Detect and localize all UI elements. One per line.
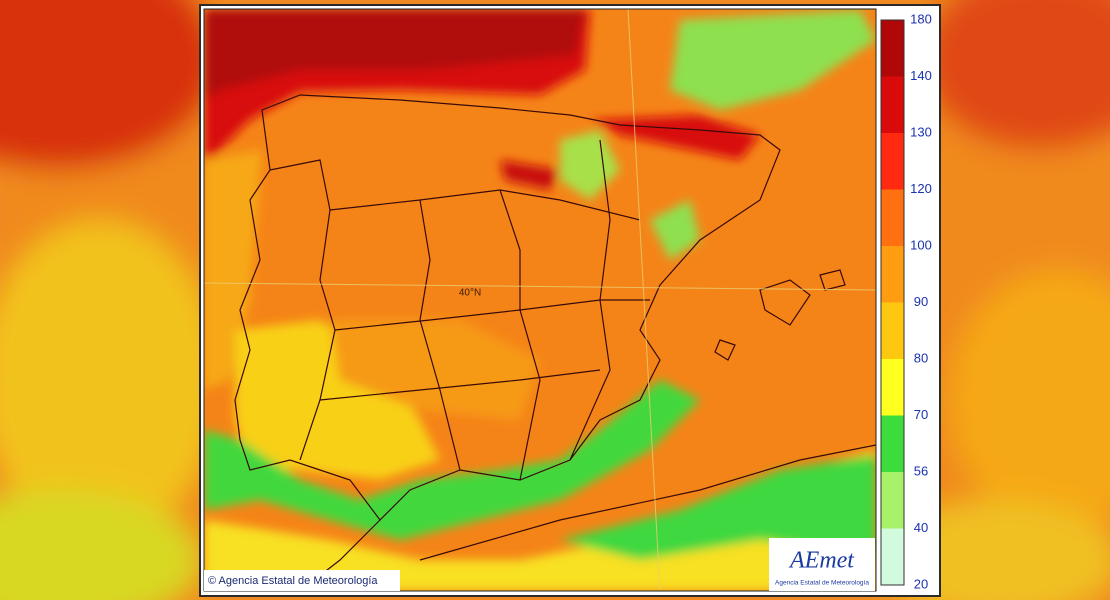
colorbar-label: 70 xyxy=(914,407,928,422)
map: 40°N xyxy=(204,9,876,591)
colorbar-band xyxy=(881,302,904,359)
colorbar-label: 40 xyxy=(914,520,928,535)
graticule xyxy=(204,9,876,591)
credit-box xyxy=(204,570,400,591)
coastline xyxy=(234,94,876,591)
colorbar: 180 140 130 120 100 90 80 70 56 40 20 xyxy=(880,11,932,591)
colorbar-label: 140 xyxy=(910,68,932,83)
colorbar-band xyxy=(881,189,904,246)
map-frame xyxy=(203,8,877,592)
logo-box xyxy=(769,538,875,591)
colorbar-band xyxy=(881,246,904,303)
colorbar-band xyxy=(881,472,904,529)
colorbar-label: 180 xyxy=(910,11,932,26)
colorbar-label: 130 xyxy=(910,124,932,139)
colorbar-band xyxy=(881,528,904,585)
colorbar-band xyxy=(881,415,904,472)
colorbar-frame xyxy=(880,19,905,586)
colorbar-band xyxy=(881,20,904,77)
logo-subtitle: Agencia Estatal de Meteorología xyxy=(775,580,869,587)
colorbar-band xyxy=(881,359,904,416)
colorbar-label: 100 xyxy=(910,237,932,252)
colorbar-label: 80 xyxy=(914,350,928,365)
colorbar-label: 120 xyxy=(910,181,932,196)
credit: © Agencia Estatal de Meteorología xyxy=(208,575,378,587)
logo: AEmet xyxy=(788,548,855,574)
colorbar-label: 56 xyxy=(914,463,928,478)
colorbar-label: 90 xyxy=(914,294,928,309)
colorbar-label: 20 xyxy=(914,576,928,591)
grid-label: 40°N xyxy=(459,288,481,299)
colorbar-band xyxy=(881,76,904,133)
colorbar-band xyxy=(881,133,904,190)
